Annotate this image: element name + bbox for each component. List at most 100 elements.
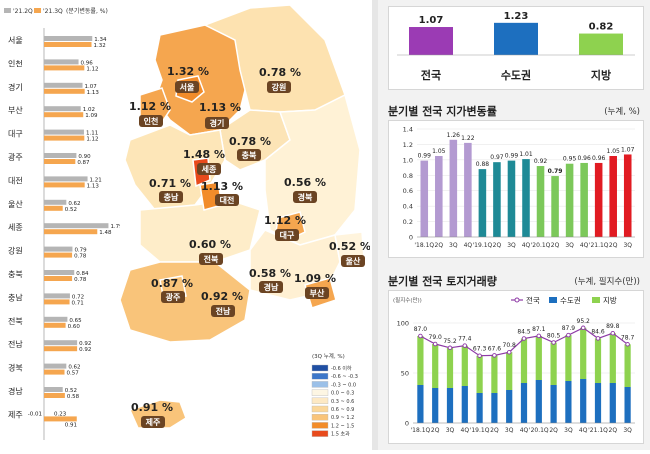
region-label: 서울 [8,36,23,45]
line-marker [447,345,453,351]
bar-prev [44,270,75,275]
x-tick-label: 4Q [520,427,529,434]
summary-bar [579,33,623,55]
x-tick-label: 2Q [431,427,440,434]
map-label-서울: 1.32 % 서울 [167,65,209,93]
value-prev: 1.34 [94,37,107,43]
x-tick-label: 2Q [493,242,502,249]
region-label: 제주 [8,410,23,419]
legend-curr-label: '21.3Q [43,8,63,15]
value-prev: 0.72 [72,294,84,300]
bar-local [491,355,498,393]
y-tick-label: 1.4 [403,126,413,134]
y-tick-label: 0 [409,234,413,242]
bar [522,159,530,237]
bar-prev [44,363,67,369]
bar-prev [44,129,84,135]
bar-prev [44,153,77,158]
bar-prev [44,387,63,392]
map-name-badge [215,194,239,206]
region-label: 부산 [8,105,23,115]
map-name-badge [341,255,365,267]
map-legend-swatch [311,430,329,437]
line-marker [418,333,423,339]
line-value-label: 80.5 [547,333,561,340]
line-marker [625,342,630,347]
x-tick-label: 3Q [623,427,632,434]
x-tick-label: 3Q [623,242,632,249]
bar [478,169,487,237]
bar-prev [44,340,78,346]
map-label-강원: 0.78 % 강원 [259,66,301,93]
map-name-badge [267,81,291,93]
bar-prev [44,246,73,252]
bar-value-label: 1.01 [519,151,533,158]
map-name-badge [259,281,283,293]
x-tick-label: 4Q [579,427,588,434]
bar-local [417,336,424,385]
map-value: 1.12 % [264,214,306,227]
line-marker [521,336,527,341]
line-value-label: 77.4 [458,336,472,343]
bar-curr [44,182,85,188]
bar-prev [44,106,81,112]
value-prev: 1.21 [90,177,102,183]
map-name-badge [161,291,185,303]
value-prev: 0.62 [68,201,80,207]
bar-prev [44,199,67,205]
bar-value-label: 0.95 [563,156,577,163]
map-legend-title: (3Q 누계, %) [312,352,345,360]
bar [435,156,443,237]
map-region-전남 [119,261,251,343]
map-name: 울산 [346,256,361,266]
map-name-badge [139,115,163,127]
y-tick-label: 1.2 [403,141,413,149]
line-marker [536,333,542,339]
bar-value-label: 0.99 [418,153,432,160]
value-curr: 0.57 [67,371,80,377]
map-legend-label: 0.0 ~ 0.3 [331,391,354,397]
bar-curr [44,252,73,258]
value-curr: 0.71 [72,300,84,306]
line-value-label: 75.2 [443,338,457,345]
map-name-badge [275,229,299,241]
bar-local [535,335,542,380]
map-name: 부산 [310,288,325,298]
y-tick-label: 0.2 [403,218,413,226]
map-legend-label: 0.6 ~ 0.9 [331,407,354,413]
map-name-badge [293,191,317,203]
region-label: 충남 [8,293,23,302]
region-label: 경기 [8,82,23,92]
summary-value: 1.23 [504,11,529,22]
bar-local [461,345,468,386]
summary-chart-svg: 1.07 전국 1.23 수도권 0.82 지방 [397,11,635,82]
line-value-label: 87.1 [532,326,546,333]
right-panel: 1.07 전국 1.23 수도권 0.82 지방 분기별 전국 지가변동률 (누계, %)… [378,0,650,450]
bar-capital [506,390,513,423]
bar-curr [44,369,65,375]
y-tick-label: 0 [405,420,409,428]
map-legend-swatch [311,422,329,429]
value-prev: 0.92 [79,341,91,347]
map-name-badge [197,163,221,175]
legend-capital-label: 수도권 [560,296,581,305]
map-name: 경북 [298,192,313,202]
map-value: 0.78 % [259,66,301,79]
value-prev: 0.84 [76,271,89,277]
bar-value-label: 1.05 [432,148,446,155]
map-name-badge [211,305,235,317]
value-curr: 1.13 [87,90,100,96]
map-value: 1.13 % [199,101,241,114]
bar-curr [44,112,84,118]
bar [464,142,472,237]
bar-capital [491,393,498,423]
bar [507,160,516,237]
line-value-label: 89.8 [606,323,620,330]
value-curr: 1.13 [87,183,100,189]
bar-capital [432,388,439,423]
x-tick-label: 3Q [505,427,514,434]
region-label: 인천 [8,58,23,68]
bar [536,166,545,237]
landprice-chart-svg: 0 0.2 0.4 0.6 0.8 1.0 1.2 1.4 0.99 '18.1Q 1.05 2Q 1.… [403,126,635,249]
